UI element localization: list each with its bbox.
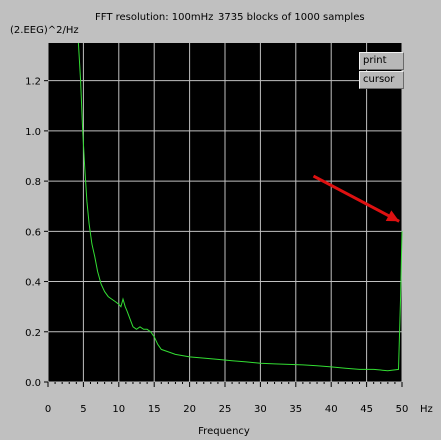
arrow-shaft (312, 174, 400, 223)
x-tick-label: 35 (289, 404, 302, 415)
y-tick-label: 0.4 (25, 278, 41, 289)
grid-lines (47, 43, 403, 383)
arrow-head (385, 210, 400, 222)
x-axis-ticks: 0 5 10 15 20 25 30 35 40 45 50 (45, 382, 409, 415)
x-tick-label: 0 (45, 404, 51, 415)
x-tick-label: 45 (360, 404, 373, 415)
y-tick-label: 1.0 (25, 127, 41, 138)
x-tick-label: 25 (219, 404, 232, 415)
x-tick-label: 30 (254, 404, 267, 415)
x-tick-label: 15 (148, 404, 161, 415)
x-tick-label: 20 (183, 404, 196, 415)
red-arrow-annotation (312, 174, 400, 223)
y-tick-label: 0.6 (25, 227, 41, 238)
y-axis-label: (2.EEG)^2/Hz (10, 25, 79, 36)
y-tick-label: 0.0 (25, 378, 41, 389)
print-button[interactable]: print (359, 52, 404, 70)
y-tick-label: 0.2 (25, 328, 41, 339)
x-tick-label: 5 (80, 404, 86, 415)
y-tick-label: 0.8 (25, 177, 41, 188)
x-axis-label: Frequency (198, 426, 250, 437)
x-tick-label: 40 (325, 404, 338, 415)
y-tick-label: 1.2 (25, 77, 41, 88)
x-tick-label: 50 (396, 404, 409, 415)
blocks-info-label: 3735 blocks of 1000 samples (218, 12, 365, 23)
y-axis-ticks: 0.0 0.2 0.4 0.6 0.8 1.0 1.2 (25, 77, 48, 389)
x-tick-label: 10 (112, 404, 125, 415)
fft-resolution-label: FFT resolution: 100mHz (95, 12, 213, 23)
x-axis-unit: Hz (420, 404, 433, 415)
spectrum-series-line (77, 42, 403, 372)
cursor-button[interactable]: cursor (359, 71, 404, 89)
